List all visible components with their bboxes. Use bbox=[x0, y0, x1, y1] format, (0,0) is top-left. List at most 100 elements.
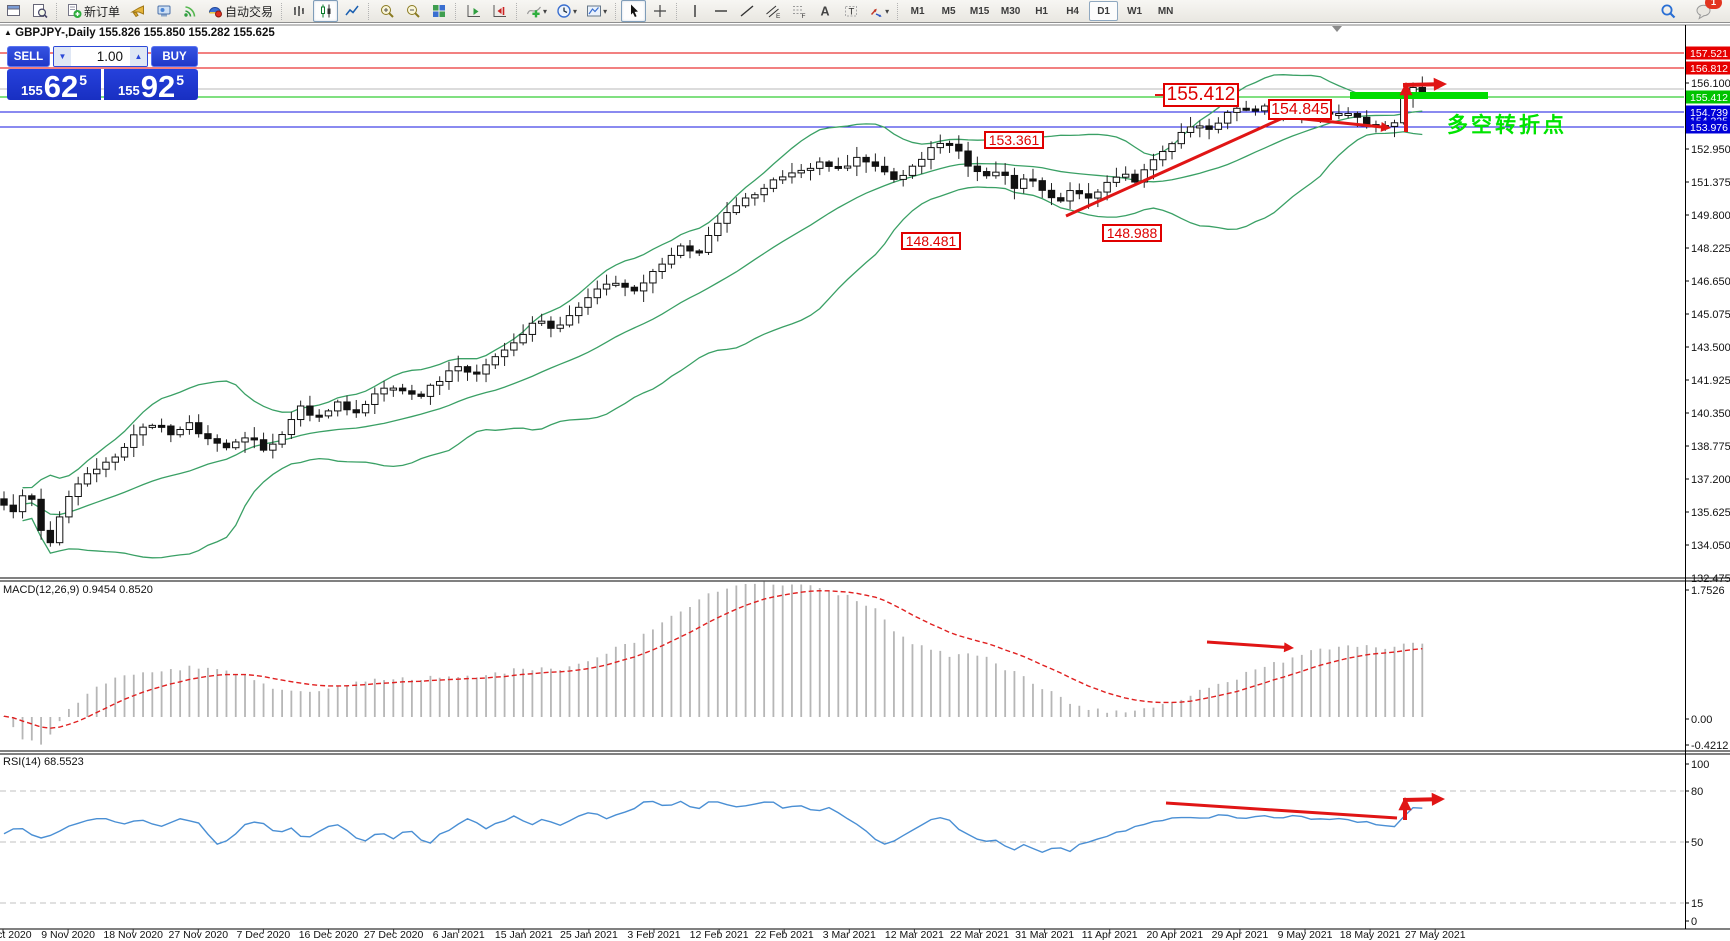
auto-scroll-button[interactable] bbox=[461, 0, 486, 22]
svg-text:30 Oct 2020: 30 Oct 2020 bbox=[0, 929, 32, 941]
macd-indicator-label: MACD(12,26,9) 0.9454 0.8520 bbox=[3, 584, 153, 596]
indicators-button[interactable]: ▾ bbox=[522, 0, 551, 22]
sell-price[interactable]: 155 62 5 bbox=[7, 69, 101, 102]
dropdown-arrow-icon: ▾ bbox=[543, 6, 548, 16]
trend-arrow-head[interactable] bbox=[1399, 82, 1413, 96]
timeframe-toolbar: M1 M5 M15 M30 H1 H4 D1 W1 MN bbox=[903, 1, 1180, 21]
expand-triangle-icon[interactable]: ▲ bbox=[4, 28, 12, 37]
timeframe-M1[interactable]: M1 bbox=[910, 5, 925, 17]
timeframe-M5[interactable]: M5 bbox=[941, 5, 956, 17]
timeframe-M15[interactable]: M15 bbox=[969, 5, 990, 17]
sell-button[interactable]: SELL bbox=[7, 46, 50, 67]
text-label-button[interactable]: T bbox=[838, 0, 863, 22]
volume-down-button[interactable]: ▼ bbox=[54, 47, 71, 66]
price-annotation-148.988[interactable]: 148.988 bbox=[1102, 224, 1162, 242]
timeframe-D1[interactable]: D1 bbox=[1089, 1, 1119, 21]
svg-text:22 Mar 2021: 22 Mar 2021 bbox=[950, 929, 1009, 941]
svg-text:22 Feb 2021: 22 Feb 2021 bbox=[755, 929, 814, 941]
new-chart-icon[interactable] bbox=[1, 0, 26, 22]
vertical-line-button[interactable] bbox=[682, 0, 707, 22]
new-order-button[interactable]: 新订单 bbox=[62, 0, 124, 22]
svg-text:31 Mar 2021: 31 Mar 2021 bbox=[1015, 929, 1074, 941]
svg-text:151.375: 151.375 bbox=[1691, 177, 1730, 189]
main-toolbar: 新订单 自动交易 ▾ ▾ ▾ E F A T ▾ M1 M5 M15 M30 H1 H4 D… bbox=[0, 0, 1730, 23]
line-chart-button[interactable] bbox=[339, 0, 364, 22]
svg-text:15 Jan 2021: 15 Jan 2021 bbox=[495, 929, 553, 941]
toolbar-separator bbox=[56, 2, 58, 20]
fibonacci-button[interactable]: F bbox=[786, 0, 811, 22]
new-order-label: 新订单 bbox=[84, 4, 121, 19]
periods-button[interactable]: ▾ bbox=[552, 0, 581, 22]
svg-text:3 Feb 2021: 3 Feb 2021 bbox=[627, 929, 680, 941]
svg-text:152.950: 152.950 bbox=[1691, 144, 1730, 156]
timeframe-W1[interactable]: W1 bbox=[1127, 5, 1143, 17]
templates-button[interactable]: ▾ bbox=[582, 0, 611, 22]
chart-shift-marker bbox=[1332, 26, 1342, 32]
timeframe-MN[interactable]: MN bbox=[1157, 5, 1174, 17]
cursor-button[interactable] bbox=[621, 0, 647, 22]
svg-text:12 Mar 2021: 12 Mar 2021 bbox=[885, 929, 944, 941]
trendline-button[interactable] bbox=[734, 0, 759, 22]
notification-badge: 1 bbox=[1705, 0, 1722, 9]
price-annotation-154.845[interactable]: 154.845 bbox=[1268, 99, 1332, 120]
svg-text:27 May 2021: 27 May 2021 bbox=[1405, 929, 1466, 941]
search-icon[interactable] bbox=[1656, 0, 1681, 22]
trend-arrow-line[interactable] bbox=[1165, 801, 1398, 820]
volume-up-button[interactable]: ▲ bbox=[130, 47, 147, 66]
signals-icon[interactable] bbox=[177, 0, 202, 22]
volume-input[interactable] bbox=[71, 47, 130, 66]
chat-icon[interactable]: 1 bbox=[1691, 0, 1722, 22]
tile-windows-button[interactable] bbox=[426, 0, 451, 22]
zoom-in-button[interactable] bbox=[374, 0, 399, 22]
metaeditor-icon[interactable] bbox=[125, 0, 150, 22]
arrows-shapes-button[interactable]: ▾ bbox=[864, 0, 893, 22]
volume-group: ▼ ▲ bbox=[53, 46, 148, 67]
toolbar-separator bbox=[897, 2, 899, 20]
horizontal-line-button[interactable] bbox=[708, 0, 733, 22]
timeframe-H4[interactable]: H4 bbox=[1066, 5, 1079, 17]
trend-arrow-head[interactable] bbox=[1380, 122, 1391, 132]
chart-shift-button[interactable] bbox=[487, 0, 512, 22]
svg-text:6 Jan 2021: 6 Jan 2021 bbox=[433, 929, 485, 941]
trend-arrow-line[interactable] bbox=[1206, 640, 1288, 650]
trend-arrow-head[interactable] bbox=[1398, 797, 1412, 811]
autotrading-button[interactable]: 自动交易 bbox=[203, 0, 277, 22]
autotrading-label: 自动交易 bbox=[225, 4, 274, 19]
buy-price[interactable]: 155 92 5 bbox=[104, 69, 198, 102]
price-annotation-155.412[interactable]: 155.412 bbox=[1163, 83, 1239, 107]
svg-text:50: 50 bbox=[1691, 837, 1703, 849]
price-annotation-153.361[interactable]: 153.361 bbox=[984, 131, 1044, 149]
virtual-hosting-icon[interactable] bbox=[151, 0, 176, 22]
buy-button[interactable]: BUY bbox=[151, 46, 198, 67]
trend-arrow-head[interactable] bbox=[1431, 792, 1445, 806]
trend-arrow-line[interactable] bbox=[1402, 82, 1438, 87]
trend-arrow-head[interactable] bbox=[1433, 77, 1447, 91]
trend-arrow-line[interactable] bbox=[1402, 797, 1436, 802]
svg-text:18 May 2021: 18 May 2021 bbox=[1340, 929, 1401, 941]
annotation-text-cn[interactable]: 多空转折点 bbox=[1447, 114, 1567, 137]
price-annotation-148.481[interactable]: 148.481 bbox=[901, 232, 961, 250]
svg-text:155.412: 155.412 bbox=[1690, 92, 1728, 104]
crosshair-button[interactable] bbox=[647, 0, 672, 22]
equidistant-channel-button[interactable]: E bbox=[760, 0, 785, 22]
timeframe-H1[interactable]: H1 bbox=[1035, 5, 1048, 17]
text-button[interactable]: A bbox=[812, 0, 837, 22]
candlestick-chart-button[interactable] bbox=[313, 0, 339, 22]
zoom-out-button[interactable] bbox=[400, 0, 425, 22]
rsi-indicator-label: RSI(14) 68.5523 bbox=[3, 756, 84, 768]
data-window-icon[interactable] bbox=[27, 0, 52, 22]
timeframe-M30[interactable]: M30 bbox=[1000, 5, 1021, 17]
symbol-info-line: ▲ GBPJPY-,Daily 155.826 155.850 155.282 … bbox=[4, 27, 275, 39]
trend-arrow-line[interactable] bbox=[1065, 115, 1286, 218]
bar-chart-button[interactable] bbox=[287, 0, 312, 22]
svg-text:27 Nov 2020: 27 Nov 2020 bbox=[169, 929, 229, 941]
svg-text:0: 0 bbox=[1691, 916, 1697, 928]
svg-text:135.625: 135.625 bbox=[1691, 507, 1730, 519]
svg-text:9 May 2021: 9 May 2021 bbox=[1278, 929, 1333, 941]
svg-text:F: F bbox=[801, 13, 805, 19]
svg-text:-0.4212: -0.4212 bbox=[1691, 740, 1728, 752]
trend-arrow-head[interactable] bbox=[1283, 642, 1294, 653]
svg-text:25 Jan 2021: 25 Jan 2021 bbox=[560, 929, 618, 941]
svg-text:154.325: 154.325 bbox=[1690, 116, 1728, 128]
